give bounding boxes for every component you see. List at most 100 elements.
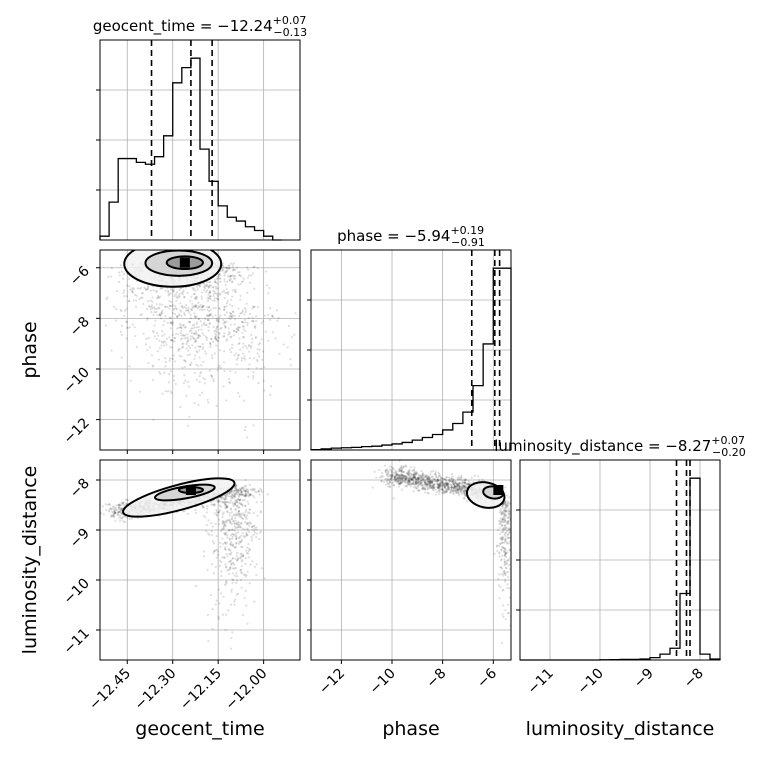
sample-point bbox=[453, 483, 456, 487]
sample-point bbox=[443, 477, 446, 481]
sample-point bbox=[170, 391, 173, 395]
sample-point bbox=[460, 474, 463, 477]
sample-point bbox=[104, 324, 107, 327]
sample-point bbox=[160, 344, 163, 347]
sample-point bbox=[272, 315, 275, 318]
sample-point bbox=[214, 549, 217, 552]
sample-point bbox=[401, 474, 404, 477]
sample-point bbox=[222, 497, 225, 500]
sample-point bbox=[233, 492, 236, 496]
sample-point bbox=[462, 486, 465, 489]
sample-point bbox=[499, 585, 502, 589]
sample-point bbox=[500, 511, 503, 514]
sample-point bbox=[208, 322, 212, 325]
sample-point bbox=[456, 485, 459, 488]
sample-point bbox=[407, 480, 411, 483]
sample-point bbox=[511, 518, 513, 520]
sample-point bbox=[191, 286, 194, 290]
sample-point bbox=[426, 483, 429, 487]
sample-point bbox=[215, 511, 218, 514]
sample-point bbox=[180, 324, 183, 327]
sample-point bbox=[373, 470, 376, 473]
sample-point bbox=[511, 508, 513, 510]
sample-point bbox=[231, 304, 234, 308]
sample-point bbox=[204, 323, 207, 327]
sample-point bbox=[114, 508, 117, 512]
sample-point bbox=[143, 286, 146, 289]
sample-point bbox=[200, 297, 203, 300]
sample-point bbox=[191, 335, 194, 338]
sample-point bbox=[224, 613, 228, 616]
sample-point bbox=[226, 493, 229, 496]
sample-point bbox=[198, 345, 202, 348]
sample-point bbox=[426, 478, 429, 481]
sample-point bbox=[223, 350, 226, 353]
sample-point bbox=[505, 567, 508, 570]
y-tick-label: −11 bbox=[61, 626, 93, 658]
sample-point bbox=[246, 546, 249, 549]
sample-point bbox=[169, 327, 172, 330]
sample-point bbox=[175, 291, 179, 294]
sample-point bbox=[500, 524, 504, 528]
sample-point bbox=[411, 477, 414, 480]
sample-point bbox=[419, 479, 423, 482]
sample-point bbox=[206, 507, 209, 510]
sample-point bbox=[390, 466, 393, 469]
sample-point bbox=[200, 306, 204, 309]
sample-point bbox=[416, 481, 419, 485]
sample-point bbox=[154, 319, 157, 322]
sample-point bbox=[458, 486, 461, 489]
sample-point bbox=[195, 304, 198, 307]
sample-point bbox=[214, 278, 217, 281]
sample-point bbox=[266, 284, 269, 287]
sample-point bbox=[388, 482, 391, 485]
sample-point bbox=[108, 503, 111, 506]
sample-point bbox=[412, 481, 415, 484]
sample-point bbox=[248, 494, 251, 497]
sample-point bbox=[209, 280, 212, 283]
sample-point bbox=[235, 328, 238, 331]
sample-point bbox=[421, 474, 424, 477]
sample-point bbox=[458, 488, 461, 491]
sample-point bbox=[400, 473, 403, 476]
sample-point bbox=[182, 510, 185, 513]
sample-point bbox=[462, 491, 465, 494]
sample-point bbox=[248, 556, 251, 559]
sample-point bbox=[243, 573, 247, 576]
sample-point bbox=[225, 339, 228, 342]
sample-point bbox=[432, 486, 435, 490]
sample-point bbox=[274, 337, 277, 340]
sample-point bbox=[245, 531, 248, 534]
sample-point bbox=[503, 502, 506, 505]
sample-point bbox=[221, 522, 224, 525]
sample-point bbox=[236, 488, 240, 492]
sample-point bbox=[500, 558, 503, 561]
sample-point bbox=[389, 477, 393, 480]
sample-point bbox=[503, 508, 506, 511]
sample-point bbox=[416, 472, 419, 475]
sample-point bbox=[216, 497, 219, 501]
sample-point bbox=[458, 478, 462, 481]
sample-point bbox=[500, 538, 503, 541]
sample-point bbox=[251, 528, 254, 531]
sample-point bbox=[211, 540, 214, 543]
sample-point bbox=[389, 474, 393, 477]
sample-point bbox=[499, 509, 502, 513]
sample-point bbox=[441, 481, 444, 485]
sample-point bbox=[393, 471, 396, 474]
sample-point bbox=[240, 280, 243, 284]
sample-point bbox=[234, 268, 237, 271]
sample-point bbox=[221, 268, 224, 271]
sample-point bbox=[118, 516, 121, 519]
sample-point bbox=[400, 466, 403, 469]
sample-point bbox=[226, 510, 229, 513]
sample-point bbox=[399, 466, 402, 470]
sample-point bbox=[495, 545, 498, 548]
sample-point bbox=[404, 479, 407, 482]
sample-point bbox=[229, 275, 232, 278]
sample-point bbox=[400, 470, 403, 473]
sample-point bbox=[453, 487, 456, 490]
sample-point bbox=[508, 567, 511, 570]
sample-point bbox=[112, 515, 115, 519]
